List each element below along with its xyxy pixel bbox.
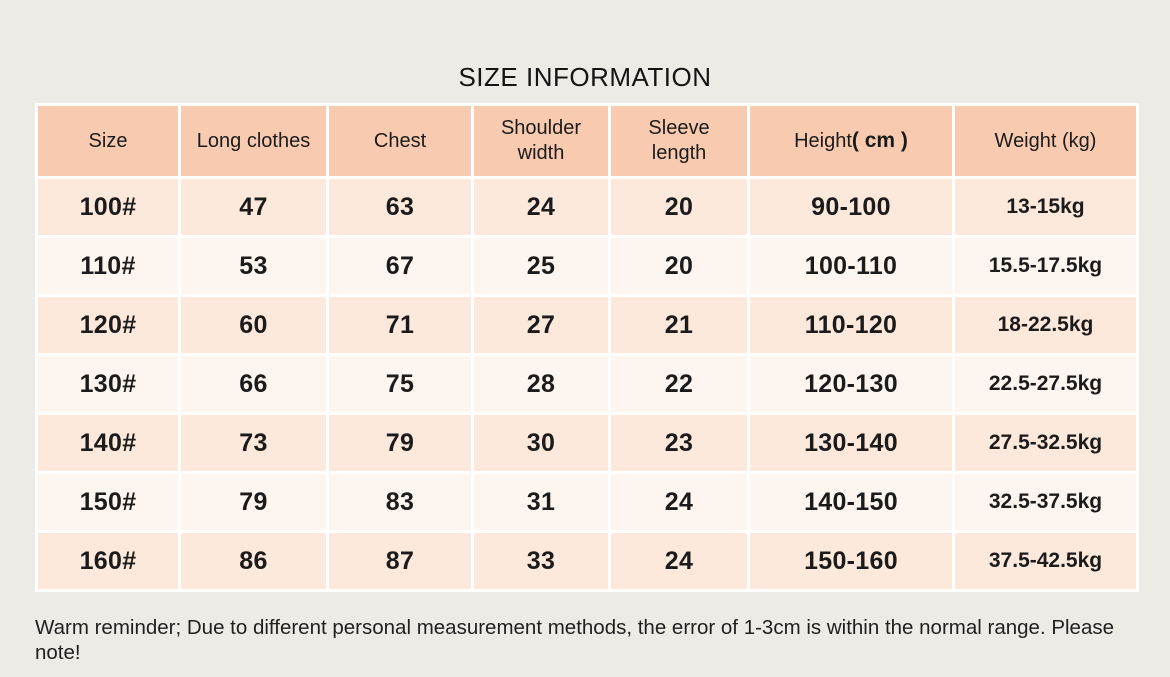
cell-chest-row2: 67	[329, 238, 471, 294]
cell-size-row4: 130#	[38, 356, 178, 412]
cell-weight-kg-row1: 13-15kg	[955, 179, 1136, 235]
cell-size-row7: 160#	[38, 533, 178, 589]
cell-height-cm-row4: 120-130	[750, 356, 952, 412]
cell-long-clothes-row5: 73	[181, 415, 326, 471]
cell-size-row6: 150#	[38, 474, 178, 530]
cell-shoulder-width-row2: 25	[474, 238, 608, 294]
cell-shoulder-width-row6: 31	[474, 474, 608, 530]
header-cell-weight-kg: Weight (kg)	[955, 106, 1136, 176]
header-cell-shoulder-width: Shoulder width	[474, 106, 608, 176]
height-header-label: Height	[794, 129, 852, 152]
cell-weight-kg-row3: 18-22.5kg	[955, 297, 1136, 353]
cell-size-row1: 100#	[38, 179, 178, 235]
cell-weight-kg-row7: 37.5-42.5kg	[955, 533, 1136, 589]
header-cell-sleeve-length: Sleeve length	[611, 106, 747, 176]
header-cell-long-clothes: Long clothes	[181, 106, 326, 176]
cell-weight-kg-row4: 22.5-27.5kg	[955, 356, 1136, 412]
cell-size-row5: 140#	[38, 415, 178, 471]
cell-sleeve-length-row1: 20	[611, 179, 747, 235]
cell-height-cm-row2: 100-110	[750, 238, 952, 294]
cell-long-clothes-row3: 60	[181, 297, 326, 353]
cell-sleeve-length-row7: 24	[611, 533, 747, 589]
cell-weight-kg-row5: 27.5-32.5kg	[955, 415, 1136, 471]
cell-long-clothes-row1: 47	[181, 179, 326, 235]
header-cell-size: Size	[38, 106, 178, 176]
cell-sleeve-length-row4: 22	[611, 356, 747, 412]
cell-sleeve-length-row5: 23	[611, 415, 747, 471]
cell-long-clothes-row4: 66	[181, 356, 326, 412]
cell-sleeve-length-row2: 20	[611, 238, 747, 294]
cell-long-clothes-row7: 86	[181, 533, 326, 589]
height-header-unit: ( cm )	[851, 128, 908, 152]
cell-long-clothes-row6: 79	[181, 474, 326, 530]
cell-height-cm-row3: 110-120	[750, 297, 952, 353]
cell-size-row3: 120#	[38, 297, 178, 353]
cell-shoulder-width-row7: 33	[474, 533, 608, 589]
cell-chest-row7: 87	[329, 533, 471, 589]
cell-sleeve-length-row6: 24	[611, 474, 747, 530]
cell-shoulder-width-row1: 24	[474, 179, 608, 235]
cell-chest-row5: 79	[329, 415, 471, 471]
cell-chest-row3: 71	[329, 297, 471, 353]
cell-weight-kg-row6: 32.5-37.5kg	[955, 474, 1136, 530]
cell-height-cm-row7: 150-160	[750, 533, 952, 589]
cell-weight-kg-row2: 15.5-17.5kg	[955, 238, 1136, 294]
cell-shoulder-width-row4: 28	[474, 356, 608, 412]
cell-size-row2: 110#	[38, 238, 178, 294]
size-information-page: SIZE INFORMATION Size Long clothes Chest Sh…	[0, 64, 1170, 677]
warm-reminder-text: Warm reminder; Due to different personal…	[35, 616, 1115, 664]
size-table: Size Long clothes Chest Shoulder width Sleev…	[35, 103, 1139, 592]
page-title: SIZE INFORMATION	[458, 62, 712, 92]
cell-chest-row1: 63	[329, 179, 471, 235]
cell-shoulder-width-row3: 27	[474, 297, 608, 353]
cell-shoulder-width-row5: 30	[474, 415, 608, 471]
cell-height-cm-row6: 140-150	[750, 474, 952, 530]
cell-chest-row6: 83	[329, 474, 471, 530]
cell-height-cm-row5: 130-140	[750, 415, 952, 471]
header-cell-chest: Chest	[329, 106, 471, 176]
cell-sleeve-length-row3: 21	[611, 297, 747, 353]
cell-long-clothes-row2: 53	[181, 238, 326, 294]
cell-chest-row4: 75	[329, 356, 471, 412]
cell-height-cm-row1: 90-100	[750, 179, 952, 235]
header-cell-height-cm: Height ( cm )	[750, 106, 952, 176]
